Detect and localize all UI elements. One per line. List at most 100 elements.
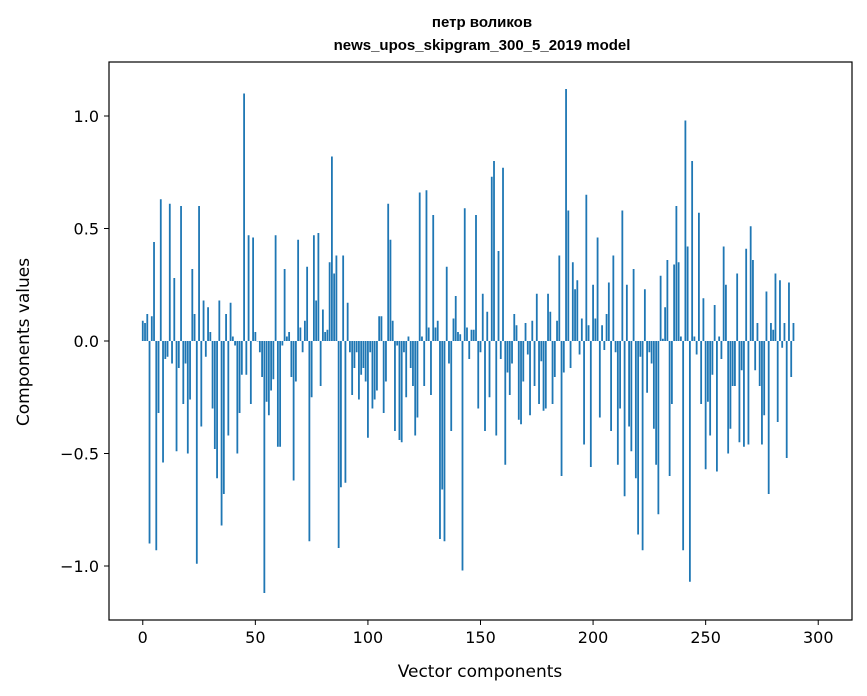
bar (398, 341, 401, 440)
bar (601, 325, 603, 341)
bar (283, 269, 286, 341)
bar (337, 341, 340, 548)
bar (376, 341, 378, 391)
bar (466, 327, 468, 341)
bar (229, 302, 232, 341)
bar (616, 341, 619, 465)
bar (353, 341, 356, 368)
bar (407, 336, 410, 341)
bar (265, 341, 268, 402)
bar (770, 323, 772, 341)
bar (441, 341, 444, 490)
bar (243, 93, 245, 341)
bar (385, 341, 387, 382)
bar (625, 284, 628, 341)
bar (621, 210, 624, 341)
bar (698, 212, 700, 341)
bar (767, 341, 770, 494)
bar (558, 255, 561, 341)
bar (459, 334, 462, 341)
y-tick-label: −0.5 (60, 445, 99, 464)
x-tick-label: 250 (690, 628, 721, 647)
bar-series (141, 89, 795, 593)
bar (173, 278, 176, 341)
bar (195, 341, 198, 564)
bar (254, 332, 257, 341)
bar (319, 341, 322, 386)
bar (673, 264, 676, 341)
bar (594, 318, 597, 341)
bar (677, 262, 680, 341)
bar (580, 318, 583, 341)
bar (749, 226, 752, 341)
bar (531, 320, 534, 341)
bar (612, 255, 615, 341)
bar (632, 269, 635, 341)
bar (162, 341, 164, 463)
bar (373, 341, 376, 400)
bar (506, 341, 509, 373)
bar (452, 318, 455, 341)
bar (306, 266, 309, 341)
bar (434, 327, 437, 341)
x-axis-label: Vector components (398, 662, 563, 682)
bar (652, 341, 655, 429)
bar (310, 341, 313, 398)
bar (454, 296, 457, 341)
bar (391, 320, 394, 341)
bar (700, 341, 703, 404)
bar (695, 341, 698, 355)
bar (292, 341, 295, 481)
bar (166, 341, 169, 357)
bar (565, 89, 567, 341)
bar (288, 332, 291, 341)
bar (574, 289, 576, 341)
bar (763, 341, 766, 416)
bar (716, 341, 718, 472)
bar (659, 275, 662, 341)
bar (688, 341, 691, 582)
bar (200, 341, 203, 427)
bar (346, 302, 349, 341)
bar (182, 341, 185, 404)
bar (513, 314, 516, 341)
bar (231, 336, 234, 341)
bar (481, 293, 484, 341)
bar (312, 235, 315, 341)
x-tick-label: 150 (465, 628, 496, 647)
bar (180, 206, 182, 341)
bar (378, 316, 381, 341)
bar (227, 341, 230, 436)
bar (596, 237, 599, 341)
bar (547, 293, 549, 341)
bar (328, 262, 331, 341)
bar (382, 341, 385, 413)
bar (331, 156, 333, 341)
bar (709, 341, 712, 436)
bar (569, 341, 572, 368)
bar (144, 323, 146, 341)
bar (731, 341, 734, 386)
bar (718, 336, 721, 341)
bar (682, 341, 685, 551)
bar (686, 246, 689, 341)
bar (504, 341, 507, 465)
bar (299, 327, 302, 341)
bar (418, 192, 421, 341)
bar (646, 341, 649, 393)
bar (655, 341, 658, 465)
bar (405, 341, 408, 398)
bar (641, 341, 644, 551)
bar (436, 320, 439, 341)
bar (520, 341, 522, 425)
plot-area (108, 61, 853, 621)
bar (598, 341, 601, 418)
bar (542, 341, 545, 411)
bar (193, 314, 196, 341)
bar (634, 341, 637, 479)
bar (553, 341, 556, 377)
x-tick-label: 50 (245, 628, 265, 647)
bar (587, 325, 590, 341)
bar (349, 341, 351, 353)
bar (421, 336, 423, 341)
